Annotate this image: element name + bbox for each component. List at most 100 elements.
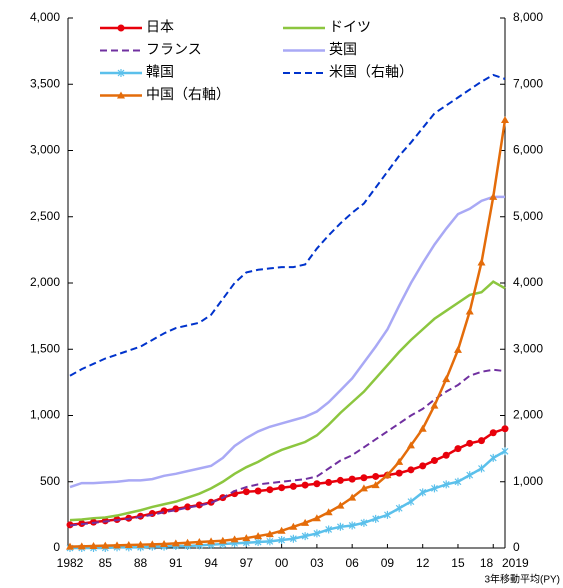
point: [419, 462, 427, 470]
point: [195, 538, 204, 546]
y-tick-label: 1,500: [30, 341, 60, 355]
point: [89, 542, 98, 550]
point: [277, 526, 286, 534]
legend-marker: [117, 24, 125, 32]
point: [407, 466, 415, 474]
y-tick-label: 0: [53, 540, 60, 554]
point: [289, 534, 297, 543]
point: [442, 451, 450, 459]
series-line: [69, 368, 506, 527]
legend-label: 韓国: [146, 64, 174, 80]
point: [406, 441, 415, 449]
x-tick-label: 18: [480, 556, 494, 570]
point: [336, 501, 345, 509]
y-tick-label: 3,000: [30, 143, 60, 157]
point: [278, 484, 286, 492]
point: [136, 540, 145, 548]
y2-tick-label: 4,000: [513, 275, 543, 289]
x-tick-label: 94: [204, 556, 218, 570]
point: [478, 464, 485, 473]
legend-label: 英国: [329, 41, 357, 57]
x-tick-label: 09: [381, 556, 395, 570]
y2-tick-label: 3,000: [513, 341, 543, 355]
x-tick-label: 1982: [57, 556, 84, 570]
point: [489, 453, 497, 462]
point: [113, 541, 122, 549]
legend-marker: [117, 91, 125, 99]
point: [230, 535, 239, 543]
x-note: 3年移動平均(PY): [484, 573, 560, 586]
point: [372, 472, 380, 480]
point: [301, 532, 309, 541]
point: [254, 532, 263, 540]
x-tick-label: 85: [99, 556, 113, 570]
point: [312, 514, 321, 522]
point: [124, 541, 133, 549]
y-tick-label: 500: [40, 474, 60, 488]
point: [501, 425, 509, 433]
point: [348, 475, 356, 483]
point: [289, 482, 297, 490]
point: [359, 484, 368, 492]
y-tick-label: 2,000: [30, 275, 60, 289]
point: [489, 192, 498, 200]
x-tick-label: 03: [310, 556, 324, 570]
y2-tick-label: 2,000: [513, 408, 543, 422]
point: [184, 503, 192, 511]
point: [336, 476, 344, 484]
point: [395, 504, 403, 513]
point: [242, 534, 251, 542]
legend-label: 日本: [146, 19, 174, 35]
point: [395, 469, 403, 477]
point: [395, 457, 404, 465]
x-tick-label: 2019: [502, 556, 529, 570]
point: [325, 525, 333, 534]
point: [431, 484, 438, 493]
point: [383, 471, 392, 479]
point: [419, 488, 427, 497]
point: [442, 375, 451, 383]
point: [477, 258, 486, 266]
point: [466, 471, 474, 480]
series-line: [69, 195, 505, 489]
point: [454, 445, 462, 453]
point: [254, 538, 262, 547]
y-tick-label: 1,000: [30, 408, 60, 422]
x-tick-label: 97: [240, 556, 254, 570]
x-tick-label: 00: [275, 556, 289, 570]
y2-tick-label: 8,000: [513, 10, 543, 24]
point: [442, 480, 450, 489]
point: [301, 481, 309, 489]
point: [207, 537, 216, 545]
point: [336, 522, 344, 531]
point: [148, 540, 157, 548]
legend-label: 中国（右軸）: [146, 86, 230, 102]
point: [325, 478, 333, 486]
point: [360, 474, 368, 482]
point: [266, 537, 274, 546]
series-line: [70, 450, 506, 550]
point: [348, 493, 357, 501]
y2-tick-label: 1,000: [513, 474, 543, 488]
point: [384, 510, 391, 519]
point: [371, 481, 380, 489]
point: [254, 487, 262, 495]
point: [77, 542, 86, 550]
point: [301, 518, 310, 526]
point: [465, 307, 474, 315]
point: [242, 488, 250, 496]
y2-tick-label: 7,000: [513, 76, 543, 90]
point: [101, 541, 110, 549]
y-tick-label: 3,500: [30, 76, 60, 90]
y-tick-label: 4,000: [30, 10, 60, 24]
x-tick-label: 06: [345, 556, 359, 570]
legend-label: ドイツ: [329, 19, 371, 35]
point: [313, 480, 321, 488]
point: [289, 522, 298, 530]
series-line: [69, 280, 506, 522]
x-tick-label: 12: [416, 556, 430, 570]
legend-label: 米国（右軸）: [329, 64, 413, 80]
y2-tick-label: 0: [513, 540, 520, 554]
point: [313, 529, 321, 538]
x-tick-label: 91: [169, 556, 183, 570]
